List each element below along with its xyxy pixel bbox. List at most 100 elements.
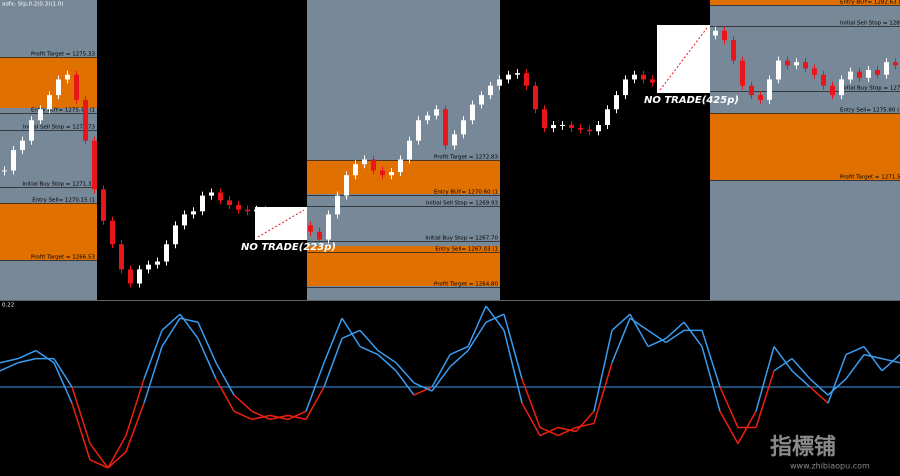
candle (515, 73, 520, 75)
oscillator-segment (377, 354, 397, 372)
no-trade-box (657, 25, 710, 93)
oscillator-segment (71, 402, 91, 461)
oscillator-segment (233, 394, 253, 412)
candle (578, 128, 583, 130)
oscillator-segment (53, 362, 73, 404)
candle (497, 79, 502, 86)
candle (380, 170, 385, 176)
oscillator-label: 0.22 (2, 303, 14, 309)
oscillator-segment (125, 402, 145, 453)
candle (848, 71, 853, 80)
oscillator-segment (17, 357, 37, 364)
oscillator-segment (647, 329, 667, 344)
candle (200, 195, 205, 212)
oscillator-segment (503, 313, 523, 380)
candle (767, 79, 772, 100)
candle (560, 124, 565, 126)
oscillator-segment (125, 378, 145, 436)
candle (38, 109, 43, 121)
candle (74, 74, 79, 100)
oscillator-segment (575, 410, 595, 433)
candle (407, 140, 412, 160)
candle (20, 140, 25, 151)
candle (470, 104, 475, 121)
candle (542, 109, 547, 129)
oscillator-segment (341, 317, 361, 347)
candle (218, 192, 223, 201)
oscillator-segment (287, 414, 307, 421)
candle (227, 200, 232, 206)
candle (371, 159, 376, 171)
candle (362, 159, 367, 165)
level-label: Initial Sell Stop = 1274.73 (23, 125, 96, 131)
candle (893, 62, 898, 66)
candle (146, 264, 151, 270)
oscillator-segment (287, 410, 307, 421)
candle (137, 269, 142, 284)
oscillator-segment (467, 321, 487, 351)
candle (110, 220, 115, 245)
candle (182, 214, 187, 226)
candle (164, 244, 169, 262)
candle (47, 95, 52, 110)
candle (83, 99, 88, 141)
oscillator-segment (521, 402, 541, 436)
no-trade-box (255, 207, 307, 240)
candle (587, 129, 592, 132)
candle (326, 214, 331, 240)
candle (209, 192, 214, 196)
oscillator-segment (557, 426, 577, 437)
level-label: Initial Sell Stop = 1269.93 (426, 201, 499, 207)
level-label: Initial Sell Stop = 1281.33 (840, 21, 900, 27)
oscillator-segment (539, 426, 559, 437)
oscillator-segment (773, 346, 793, 372)
candle (479, 95, 484, 105)
oscillator-segment (791, 358, 811, 380)
candle (11, 150, 16, 171)
no-trade-line (659, 27, 708, 91)
oscillator-segment (161, 313, 181, 331)
watermark-url: www.zhibiaopu.com (790, 462, 870, 471)
candle (614, 95, 619, 110)
candle (173, 225, 178, 245)
oscillator-segment (323, 338, 343, 388)
candle (524, 73, 529, 86)
oscillator-segment (665, 329, 685, 344)
candle (722, 30, 727, 41)
oscillator-segment (0, 362, 19, 372)
candle (425, 115, 430, 121)
candle (857, 71, 862, 78)
level-label: Entry Sell= 1267.03 (1 (435, 247, 498, 253)
oscillator-segment (503, 330, 523, 404)
candle (29, 120, 34, 141)
candle (56, 79, 61, 96)
candle (92, 140, 97, 190)
candle (551, 124, 556, 129)
candle (461, 120, 466, 135)
oscillator-segment (809, 386, 829, 404)
candle (785, 60, 790, 66)
oscillator-segment (413, 386, 433, 396)
oscillator-segment (305, 386, 325, 420)
level-label: Entry BUY= 1282.63 (126 (840, 0, 900, 6)
oscillator-segment (431, 354, 451, 388)
oscillator-segment (323, 317, 343, 363)
oscillator-segment (593, 362, 613, 424)
candle (803, 62, 808, 69)
candle (821, 74, 826, 86)
oscillator-segment (341, 329, 361, 340)
oscillator-segment (611, 317, 631, 363)
oscillator-segment (449, 345, 469, 356)
candle (443, 109, 448, 146)
oscillator-segment (377, 349, 397, 364)
level-label: Profit Target = 1266.53 (31, 255, 95, 261)
candle (452, 134, 457, 146)
level-label: Profit Target = 1275.33 (31, 52, 95, 58)
oscillator-segment (719, 386, 739, 428)
candle (641, 74, 646, 80)
candle (128, 269, 133, 284)
oscillator-segment (53, 358, 73, 388)
oscillator-segment (845, 354, 865, 380)
oscillator-segment (593, 330, 613, 412)
